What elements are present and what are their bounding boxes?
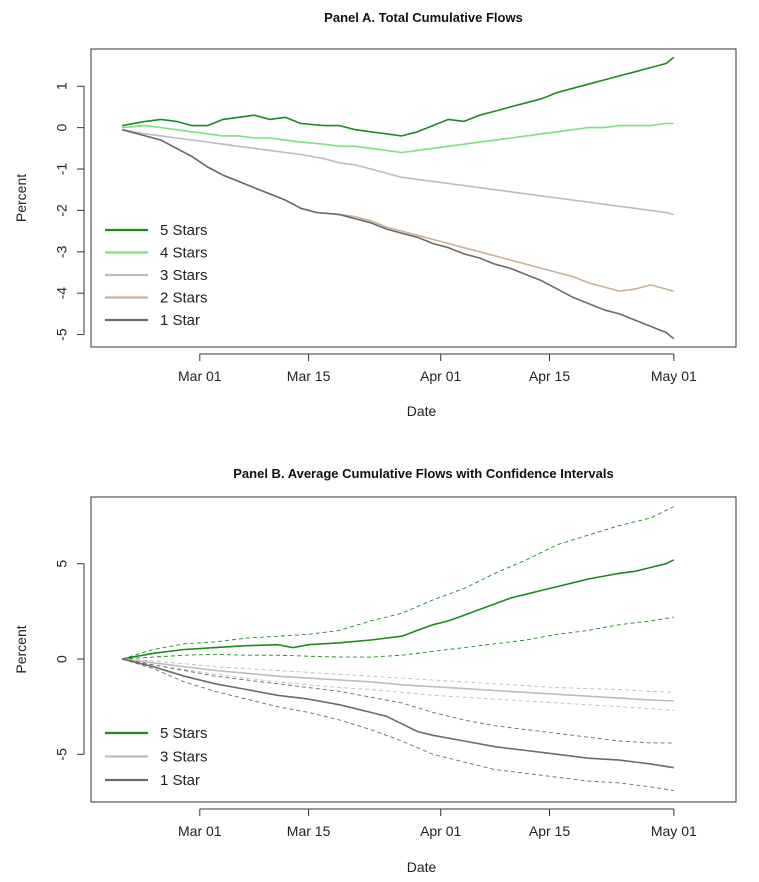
x-tick-label: Apr 01 xyxy=(420,823,461,839)
x-tick-label: Apr 15 xyxy=(529,368,570,384)
legend-label: 4 Stars xyxy=(160,245,208,262)
y-tick-label: -2 xyxy=(54,204,70,217)
y-tick-label: 1 xyxy=(54,82,70,90)
series-line-1-star xyxy=(121,658,674,769)
x-tick-label: Mar 15 xyxy=(287,823,331,839)
x-tick-label: Apr 15 xyxy=(529,823,570,839)
legend-label: 1 Star xyxy=(160,772,200,789)
chart-title: Panel A. Total Cumulative Flows xyxy=(324,10,523,25)
series-line-5-stars-upper-ci xyxy=(121,506,674,660)
legend-label: 3 Stars xyxy=(160,749,208,766)
y-tick-label: -5 xyxy=(54,748,70,761)
x-axis-label: Date xyxy=(407,403,437,419)
x-axis-label: Date xyxy=(407,859,437,875)
y-axis-label: Percent xyxy=(13,174,29,222)
x-tick-label: May 01 xyxy=(651,823,697,839)
x-tick-label: Mar 15 xyxy=(287,368,331,384)
plot-frame xyxy=(90,496,737,803)
y-axis-label: Percent xyxy=(13,625,29,673)
series-line-4-stars xyxy=(122,122,674,154)
y-tick-label: 0 xyxy=(54,655,70,663)
x-tick-label: May 01 xyxy=(651,368,697,384)
series-line-1-star-lower-ci xyxy=(121,658,674,792)
legend-label: 5 Stars xyxy=(160,222,208,239)
x-tick-label: Mar 01 xyxy=(178,368,222,384)
series-line-3-stars-upper-ci xyxy=(122,658,674,693)
series-line-5-stars xyxy=(121,559,675,660)
legend-label: 2 Stars xyxy=(160,290,208,307)
chart-title: Panel B. Average Cumulative Flows with C… xyxy=(233,466,613,481)
y-tick-label: -4 xyxy=(54,287,70,300)
series-line-3-stars xyxy=(122,658,674,702)
legend: 5 Stars 3 Stars 1 Star xyxy=(105,725,208,789)
series-line-3-stars xyxy=(121,128,675,216)
y-tick-label: 5 xyxy=(54,560,70,568)
legend: 5 Stars 4 Stars 3 Stars 2 Stars 1 Star xyxy=(105,222,208,329)
x-tick-label: Apr 01 xyxy=(420,368,461,384)
series-line-5-stars-lower-ci xyxy=(122,616,674,660)
y-tick-label: -1 xyxy=(54,163,70,176)
series-line-5-stars xyxy=(121,56,675,137)
series-line-3-stars-lower-ci xyxy=(122,658,674,711)
legend-label: 3 Stars xyxy=(160,267,208,284)
plot-frame xyxy=(90,48,737,348)
y-tick-label: -3 xyxy=(54,245,70,258)
legend-label: 1 Star xyxy=(160,312,200,329)
chart-panel-a: Panel A. Total Cumulative Flows Mar 01 Mar… xyxy=(13,10,737,419)
chart-panel-b: Panel B. Average Cumulative Flows with C… xyxy=(13,466,737,875)
x-tick-label: Mar 01 xyxy=(178,823,222,839)
series-line-1-star xyxy=(121,128,675,340)
legend-label: 5 Stars xyxy=(160,725,208,742)
y-tick-label: -5 xyxy=(54,328,70,341)
series-line-1-star-upper-ci xyxy=(122,658,674,744)
y-tick-label: 0 xyxy=(54,124,70,132)
